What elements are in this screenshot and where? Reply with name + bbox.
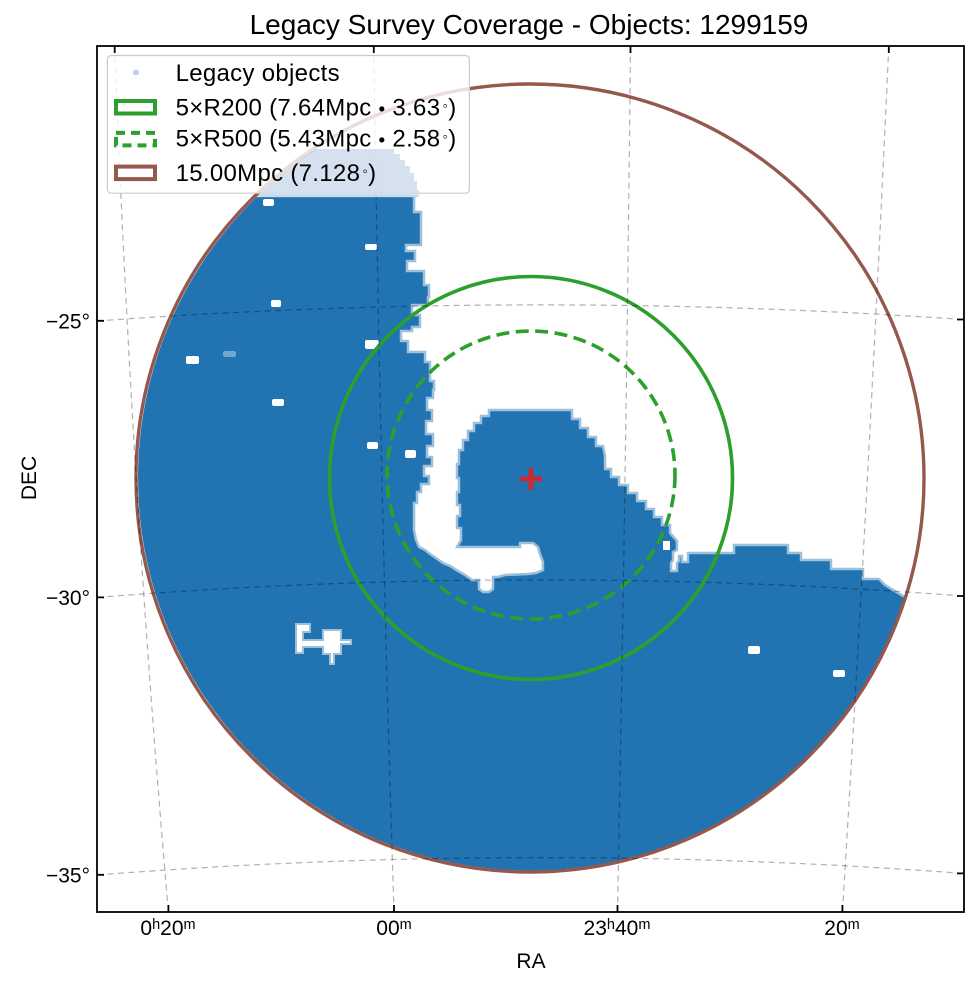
svg-text:5×R200 (7.64Mpc • 3.63 ◦): 5×R200 (7.64Mpc • 3.63 ◦) [176,95,457,122]
svg-text:Legacy Survey Coverage - Objec: Legacy Survey Coverage - Objects: 129915… [250,9,809,40]
svg-text:−25°: −25° [46,310,90,333]
svg-text:−30°: −30° [46,587,90,610]
svg-text:RA: RA [516,950,545,973]
svg-text:Legacy objects: Legacy objects [176,60,340,87]
svg-text:5×R500 (5.43Mpc • 2.58 ◦): 5×R500 (5.43Mpc • 2.58 ◦) [176,126,457,153]
svg-text:23h40m: 23h40m [584,917,651,940]
svg-text:−35°: −35° [46,864,90,887]
svg-text:DEC: DEC [18,456,41,500]
svg-text:15.00Mpc (7.128 ◦): 15.00Mpc (7.128 ◦) [176,160,377,187]
